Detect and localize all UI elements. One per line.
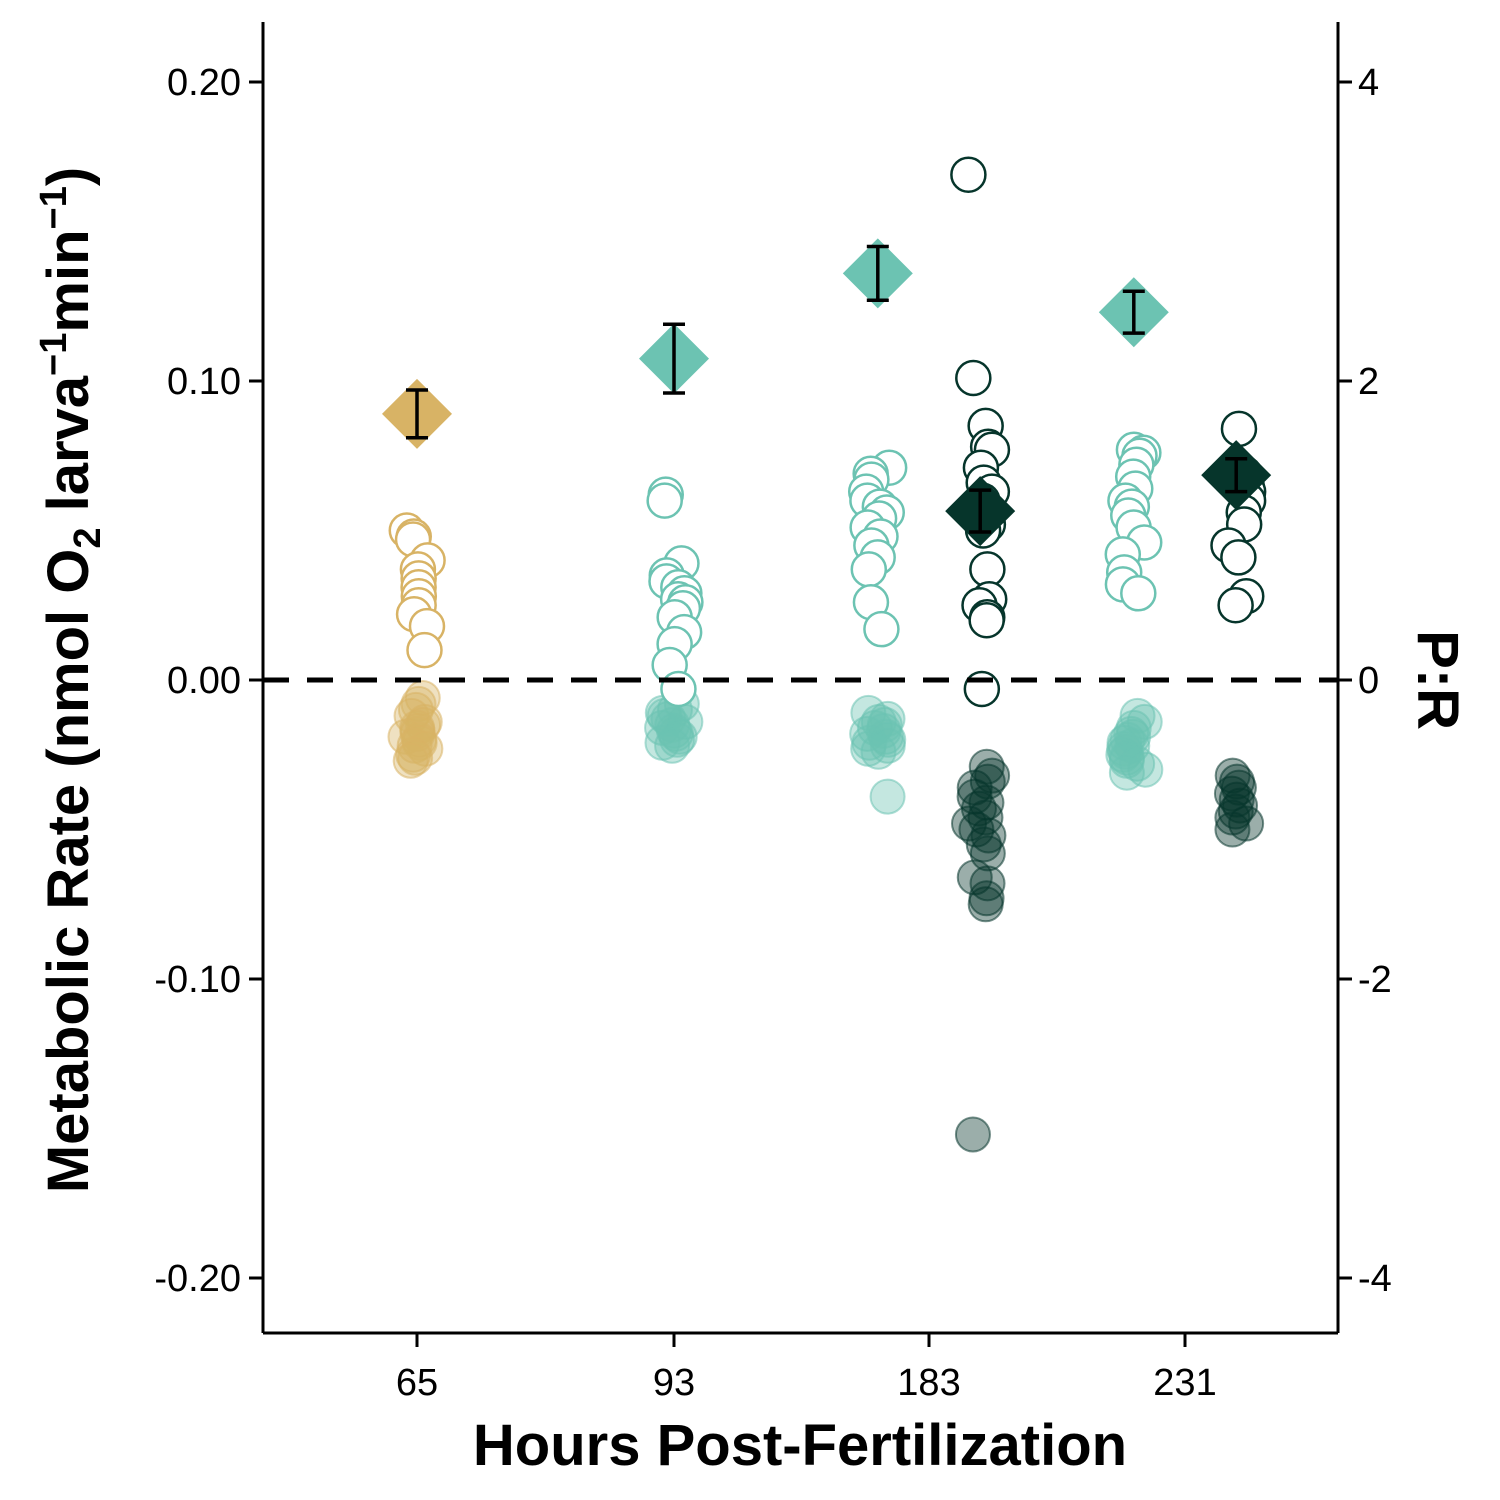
y2-tick-label: 4 xyxy=(1358,62,1379,104)
respiration-point xyxy=(965,826,1002,863)
respiration-point xyxy=(1218,781,1255,818)
y2-tick-label: -2 xyxy=(1358,959,1392,1001)
respiration-point xyxy=(967,886,1004,923)
photosynthesis-point xyxy=(1220,410,1258,448)
x-tick-label: 183 xyxy=(897,1362,960,1404)
y-tick-label: 0.20 xyxy=(167,62,241,104)
y-axis-title: Metabolic Rate (nmol O2 larva−1min−1) xyxy=(33,167,109,1193)
y-tick-label: -0.10 xyxy=(154,959,241,1001)
x-axis-title: Hours Post-Fertilization xyxy=(473,1413,1127,1478)
y-axis-title-superscript: −1 xyxy=(33,333,75,376)
photosynthesis-point xyxy=(406,631,443,669)
pr-markers-layer xyxy=(382,238,1272,547)
respiration-point xyxy=(1214,811,1251,848)
x-tick-label: 65 xyxy=(396,1362,438,1404)
photosynthesis-point xyxy=(1220,539,1257,576)
photosynthesis-point xyxy=(968,601,1005,639)
y2-tick-label: -4 xyxy=(1358,1258,1392,1300)
respiration-point xyxy=(395,736,432,773)
respiration-point xyxy=(1217,793,1254,830)
photosynthesis-point xyxy=(1120,575,1157,612)
data-points-layer xyxy=(387,156,1267,1153)
y-axis-title-part: min xyxy=(36,229,101,332)
respiration-point xyxy=(654,727,691,764)
respiration-point xyxy=(954,1116,991,1153)
respiration-point xyxy=(869,778,906,815)
y-axis-title-part: Metabolic Rate (nmol O xyxy=(36,549,101,1194)
respiration-point xyxy=(392,742,429,779)
photosynthesis-point xyxy=(950,156,987,193)
y-tick-label: 0.00 xyxy=(167,660,241,702)
y-tick-label: -0.20 xyxy=(154,1258,241,1300)
y-tick-label: 0.10 xyxy=(167,361,241,403)
y-axis-title-subscript: 2 xyxy=(67,528,109,549)
respiration-point xyxy=(860,733,897,770)
x-tick-label: 231 xyxy=(1153,1362,1216,1404)
photosynthesis-point xyxy=(660,670,697,708)
respiration-point xyxy=(659,721,696,758)
axes-layer: -0.20 -0.10 0.00 0.10 0.20 -4 -2 0 2 4 65 93 183 231 xyxy=(154,22,1392,1404)
y-axis-title-part: ) xyxy=(36,167,101,186)
photosynthesis-point xyxy=(1217,587,1254,624)
photosynthesis-point xyxy=(850,551,888,588)
y2-axis-title: P:R xyxy=(1405,630,1470,730)
y2-tick-label: 0 xyxy=(1358,660,1379,702)
photosynthesis-point xyxy=(955,359,992,397)
y-axis-title-superscript: −1 xyxy=(33,186,75,229)
y2-tick-label: 2 xyxy=(1358,361,1379,403)
respiration-point xyxy=(1108,754,1145,791)
photosynthesis-point xyxy=(963,670,1001,708)
photosynthesis-point xyxy=(646,482,683,519)
x-tick-label: 93 xyxy=(653,1362,695,1404)
y-axis-title-part: larva xyxy=(36,375,101,527)
respiration-point xyxy=(1127,751,1164,788)
photosynthesis-point xyxy=(863,610,900,648)
